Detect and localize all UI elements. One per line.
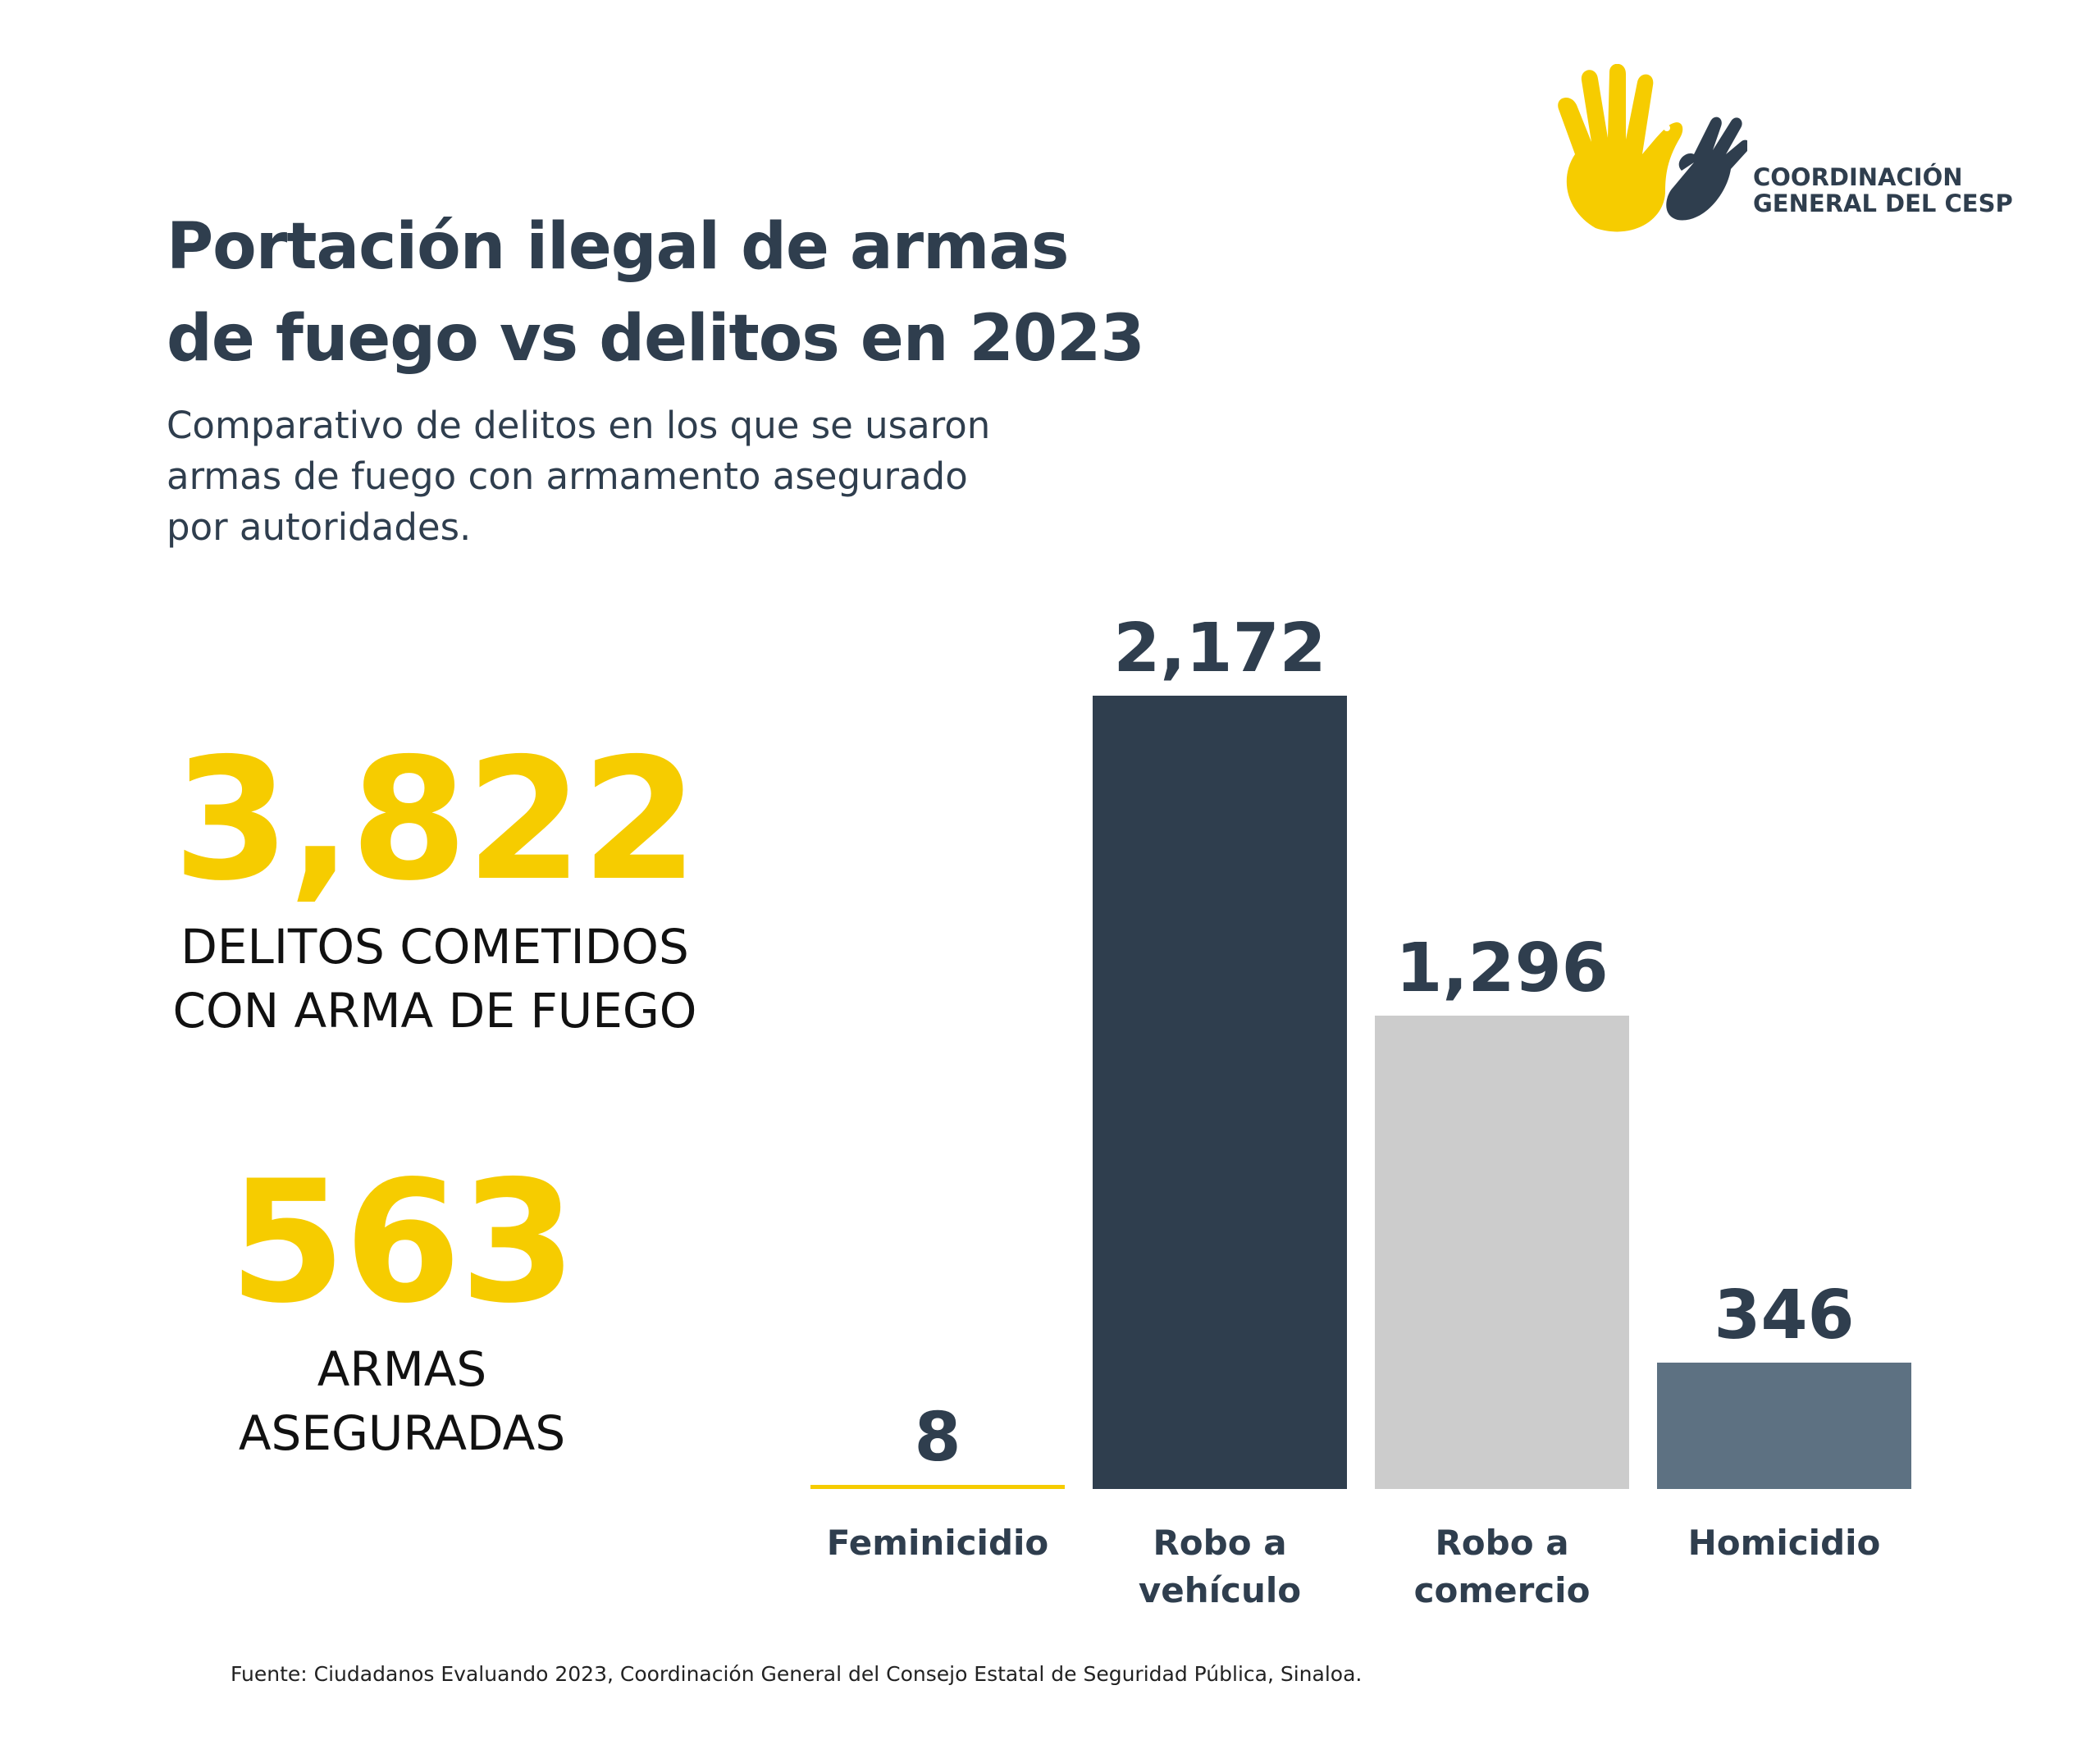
category-label-3-line-0: Homicidio — [1688, 1523, 1881, 1563]
page-subtitle: Comparativo de delitos en los que se usa… — [167, 400, 1110, 553]
logo-text-line-1: COORDINACIÓN — [1753, 163, 1963, 191]
bar-1 — [1093, 696, 1347, 1489]
subtitle-line-1: Comparativo de delitos en los que se usa… — [167, 404, 991, 447]
bar-3 — [1657, 1362, 1911, 1489]
stat-crimes-label-line-1: DELITOS COMETIDOS — [180, 919, 689, 975]
category-label-2-line-1: comercio — [1414, 1570, 1591, 1610]
title-line-1: Portación ilegal de armas — [167, 210, 1069, 284]
bar-value-label-2: 1,296 — [1395, 929, 1608, 1007]
bar-0 — [810, 1485, 1065, 1489]
stat-crimes-value: 3,822 — [172, 723, 698, 918]
category-label-1-line-1: vehículo — [1139, 1570, 1301, 1610]
stat-crimes-label-line-2: CON ARMA DE FUEGO — [172, 983, 697, 1039]
stat-weapons-value: 563 — [229, 1145, 577, 1341]
title-line-2: de fuego vs delitos en 2023 — [167, 302, 1145, 376]
source-footnote: Fuente: Ciudadanos Evaluando 2023, Coord… — [231, 1662, 1363, 1686]
bar-value-label-0: 8 — [914, 1399, 961, 1477]
bar-value-label-3: 346 — [1714, 1277, 1854, 1354]
logo: COORDINACIÓN GENERAL DEL CESP — [1550, 63, 2043, 236]
subtitle-line-3: por autoridades. — [167, 505, 472, 549]
page-title: Portación ilegal de armas de fuego vs de… — [167, 201, 1192, 385]
category-label-2-line-0: Robo a — [1435, 1523, 1568, 1563]
logo-text: COORDINACIÓN GENERAL DEL CESP — [1753, 164, 2013, 217]
category-label-1-line-0: Robo a — [1153, 1523, 1286, 1563]
logo-text-line-2: GENERAL DEL CESP — [1753, 190, 2013, 217]
hands-dove-icon — [1558, 63, 1751, 232]
bar-2 — [1375, 1016, 1629, 1489]
stat-weapons-label-line-2: ASEGURADAS — [238, 1405, 566, 1461]
stat-weapons-label-line-1: ARMAS — [317, 1341, 487, 1397]
subtitle-line-2: armas de fuego con armamento asegurado — [167, 454, 968, 498]
stat-crimes: 3,822 DELITOS COMETIDOS CON ARMA DE FUEG… — [123, 726, 746, 1043]
bar-value-label-1: 2,172 — [1113, 610, 1326, 687]
stat-weapons: 563 ARMAS ASEGURADAS — [156, 1149, 648, 1465]
category-label-0-line-0: Feminicidio — [827, 1523, 1049, 1563]
